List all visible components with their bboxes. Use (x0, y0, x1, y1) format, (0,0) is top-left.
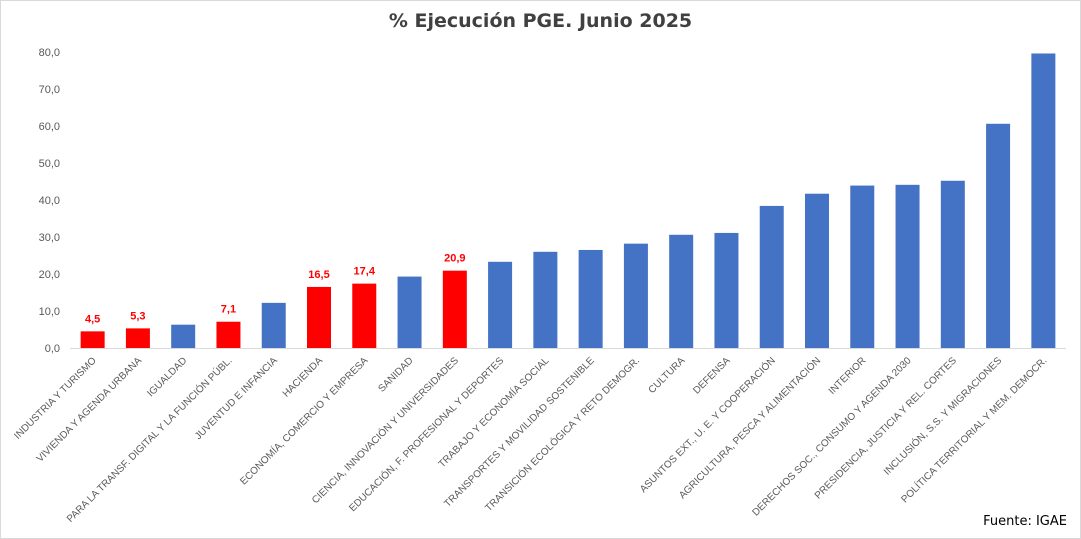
x-tick-label: DEFENSA (691, 355, 732, 396)
x-tick-label: HACIENDA (281, 355, 326, 400)
bar (397, 276, 422, 348)
data-label: 17,4 (354, 266, 376, 278)
x-tick-label: PARA LA TRANSF. DIGITAL Y LA FUNCIÓN PÚB… (64, 354, 235, 525)
y-tick-label: 70,0 (39, 84, 60, 96)
data-label: 4,5 (85, 313, 100, 325)
bar (442, 270, 467, 348)
y-tick-label: 20,0 (39, 269, 60, 281)
bar (488, 261, 513, 348)
source-note: Fuente: IGAE (983, 514, 1067, 529)
bar (352, 283, 377, 348)
bar (623, 243, 648, 348)
bar (533, 251, 558, 348)
bars (80, 53, 1056, 348)
x-tick-label: IGUALDAD (145, 355, 189, 399)
x-tick-label: EDUCACIÓN, F. PROFESIONAL Y DEPORTES (346, 354, 506, 514)
bar (125, 328, 150, 348)
bar (850, 185, 875, 348)
y-tick-label: 50,0 (39, 158, 60, 170)
x-tick-label: DERECHOS SOC., CONSUMO Y AGENDA 2030 (751, 355, 914, 518)
data-label: 5,3 (130, 310, 145, 322)
chart-title: % Ejecución PGE. Junio 2025 (388, 10, 693, 32)
x-tick-label: JUVENTUD E INFANCIA (193, 355, 280, 442)
bar (578, 249, 603, 348)
x-tick-label: INTERIOR (827, 355, 869, 397)
bar (216, 321, 241, 348)
bar (171, 324, 196, 348)
bar (986, 123, 1011, 348)
x-tick-label: CULTURA (647, 355, 688, 396)
bar (895, 184, 920, 348)
x-tick-label: TRANSICIÓN ECOLÓGICA Y RETO DEMOGR. (482, 354, 642, 514)
bar (805, 193, 829, 348)
y-tick-label: 40,0 (39, 195, 60, 207)
y-tick-label: 80,0 (39, 47, 60, 59)
data-labels: 4,5 5,3 7,1 16,5 17,4 20,9 (85, 253, 466, 326)
x-tick-label: INDUSTRIA Y TURISMO (12, 355, 99, 442)
y-tick-label: 60,0 (39, 121, 60, 133)
bar (714, 232, 739, 348)
bar (80, 331, 105, 348)
y-tick-label: 10,0 (39, 306, 60, 318)
data-label: 7,1 (221, 304, 236, 316)
bar (940, 180, 965, 348)
bar (1031, 53, 1056, 348)
y-tick-label: 30,0 (39, 232, 60, 244)
bar (759, 205, 784, 348)
data-label: 20,9 (444, 253, 465, 265)
bar (307, 286, 331, 348)
x-tick-label: SANIDAD (376, 355, 415, 394)
data-label: 16,5 (308, 269, 329, 281)
y-axis: 0,0 10,0 20,0 30,0 40,0 50,0 60,0 70,0 80,0 (39, 47, 60, 355)
bar (261, 302, 286, 348)
y-tick-label: 0,0 (45, 343, 60, 355)
bar (669, 234, 694, 348)
